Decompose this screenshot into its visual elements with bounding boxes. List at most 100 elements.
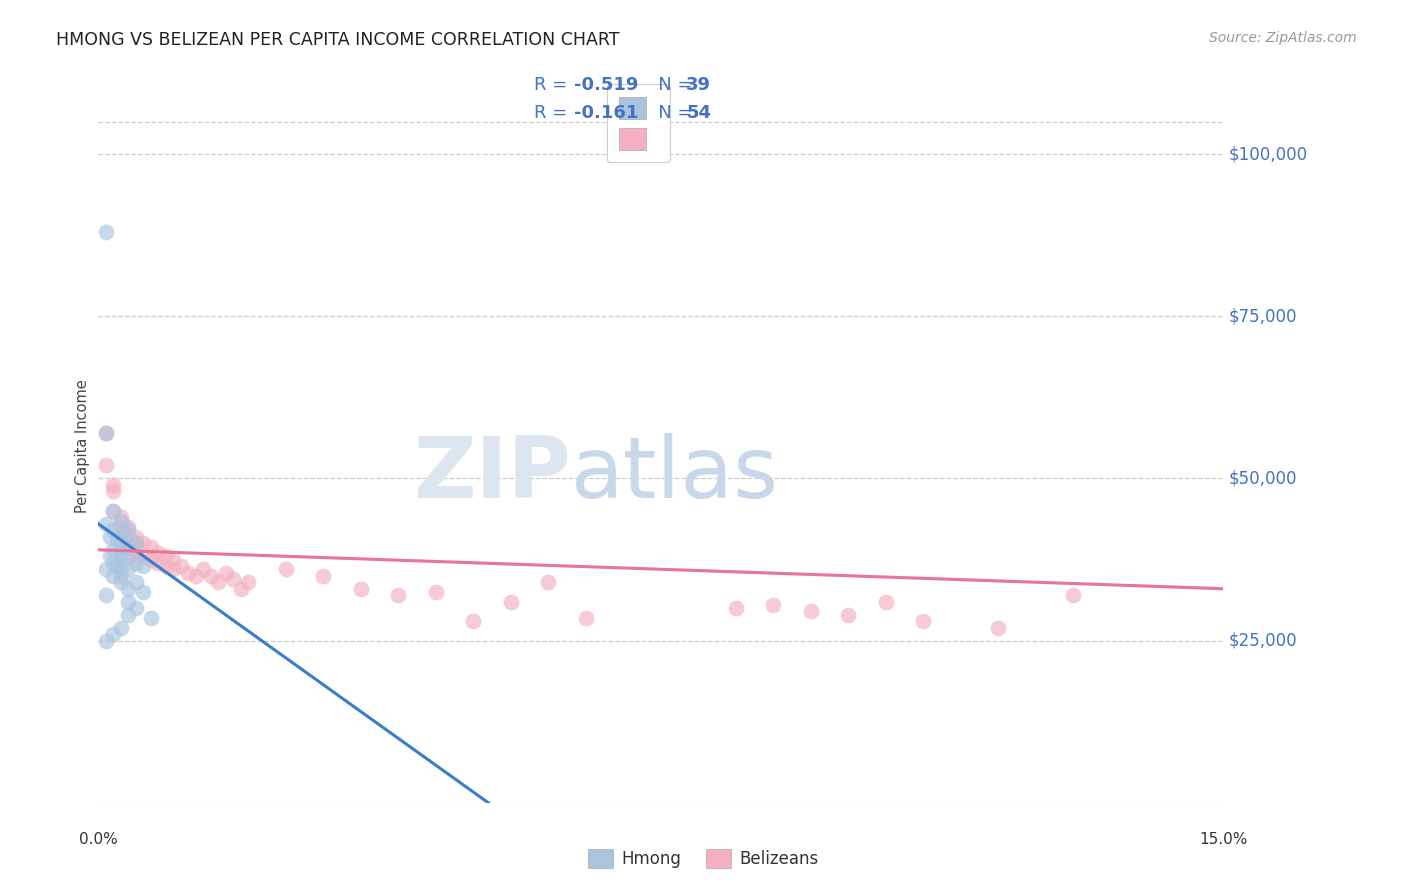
Point	[425, 585, 447, 599]
Text: 54: 54	[686, 104, 711, 122]
Point	[110, 540, 132, 554]
Point	[110, 568, 132, 582]
Point	[103, 504, 125, 518]
Point	[117, 549, 139, 564]
Point	[800, 604, 823, 618]
Point	[94, 516, 117, 531]
Point	[125, 530, 148, 544]
Point	[117, 524, 139, 538]
Point	[103, 627, 125, 641]
Point	[110, 546, 132, 560]
Point	[98, 549, 121, 564]
Text: N =: N =	[641, 76, 699, 94]
Point	[94, 458, 117, 473]
Point	[537, 575, 560, 590]
Point	[110, 514, 132, 528]
Point	[94, 425, 117, 440]
Text: N =: N =	[641, 104, 699, 122]
Point	[132, 536, 155, 550]
Point	[207, 575, 229, 590]
Point	[117, 595, 139, 609]
Point	[117, 533, 139, 547]
Point	[110, 526, 132, 541]
Text: $100,000: $100,000	[1229, 145, 1308, 163]
Text: $75,000: $75,000	[1229, 307, 1298, 326]
Point	[94, 562, 117, 576]
Point	[139, 540, 162, 554]
Point	[148, 556, 170, 570]
Text: R =: R =	[534, 104, 574, 122]
Point	[350, 582, 373, 596]
Point	[94, 633, 117, 648]
Point	[162, 552, 184, 566]
Point	[132, 585, 155, 599]
Text: -0.519: -0.519	[574, 76, 638, 94]
Point	[193, 562, 215, 576]
Y-axis label: Per Capita Income: Per Capita Income	[75, 379, 90, 513]
Legend: Hmong, Belizeans: Hmong, Belizeans	[581, 843, 825, 875]
Point	[103, 478, 125, 492]
Point	[499, 595, 522, 609]
Point	[912, 614, 935, 628]
Point	[170, 559, 193, 574]
Point	[103, 568, 125, 582]
Text: 15.0%: 15.0%	[1199, 832, 1247, 847]
Point	[105, 533, 128, 547]
Point	[110, 621, 132, 635]
Text: ZIP: ZIP	[413, 433, 571, 516]
Text: atlas: atlas	[571, 433, 779, 516]
Text: HMONG VS BELIZEAN PER CAPITA INCOME CORRELATION CHART: HMONG VS BELIZEAN PER CAPITA INCOME CORR…	[56, 31, 620, 49]
Text: $25,000: $25,000	[1229, 632, 1298, 649]
Point	[148, 546, 170, 560]
Point	[575, 611, 598, 625]
Point	[762, 598, 785, 612]
Point	[110, 516, 132, 531]
Point	[139, 552, 162, 566]
Point	[1062, 588, 1084, 602]
Point	[463, 614, 485, 628]
Point	[117, 607, 139, 622]
Point	[94, 225, 117, 239]
Point	[222, 572, 245, 586]
Point	[125, 536, 148, 550]
Point	[117, 582, 139, 596]
Point	[125, 575, 148, 590]
Point	[117, 562, 139, 576]
Point	[162, 562, 184, 576]
Point	[132, 549, 155, 564]
Point	[125, 542, 148, 557]
Point	[155, 549, 177, 564]
Point	[110, 524, 132, 538]
Point	[110, 530, 132, 544]
Point	[155, 559, 177, 574]
Text: 39: 39	[686, 76, 711, 94]
Point	[125, 536, 148, 550]
Point	[105, 559, 128, 574]
Point	[387, 588, 409, 602]
Point	[139, 611, 162, 625]
Point	[875, 595, 897, 609]
Text: $50,000: $50,000	[1229, 469, 1298, 487]
Point	[125, 549, 148, 564]
Point	[177, 566, 200, 580]
Point	[94, 588, 117, 602]
Point	[110, 552, 132, 566]
Point	[125, 601, 148, 615]
Text: 0.0%: 0.0%	[79, 832, 118, 847]
Point	[132, 559, 155, 574]
Point	[312, 568, 335, 582]
Point	[103, 524, 125, 538]
Point	[987, 621, 1010, 635]
Point	[117, 526, 139, 541]
Text: Source: ZipAtlas.com: Source: ZipAtlas.com	[1209, 31, 1357, 45]
Point	[103, 504, 125, 518]
Text: -0.161: -0.161	[574, 104, 638, 122]
Point	[200, 568, 222, 582]
Point	[117, 540, 139, 554]
Point	[103, 556, 125, 570]
Legend: , : ,	[607, 84, 669, 162]
Point	[274, 562, 297, 576]
Point	[215, 566, 238, 580]
Point	[184, 568, 207, 582]
Point	[837, 607, 859, 622]
